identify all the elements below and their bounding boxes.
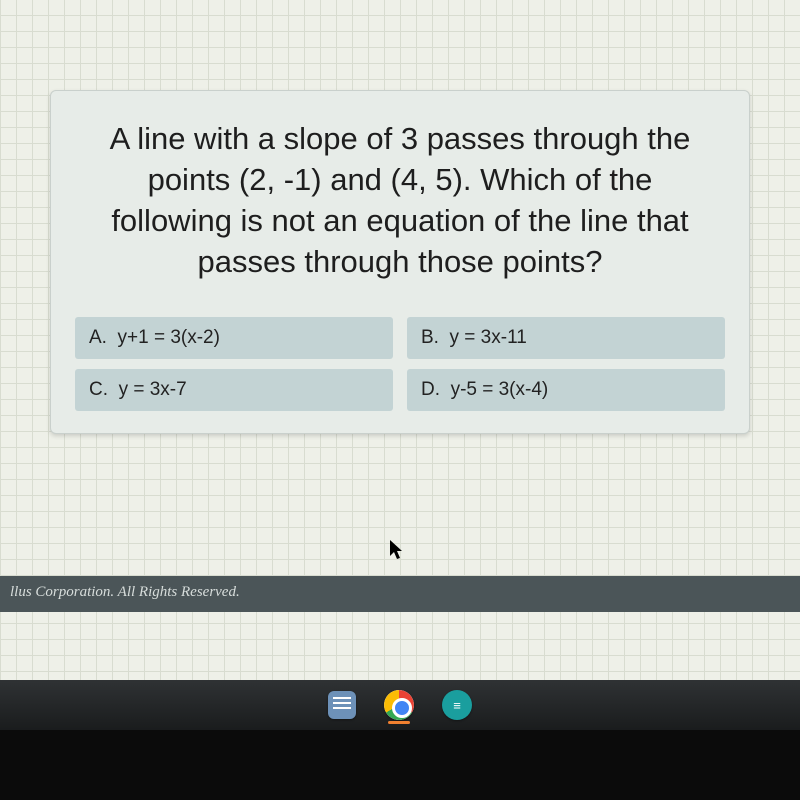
laptop-bezel [0,730,800,800]
chrome-app-wrap[interactable] [384,690,414,720]
question-card: A line with a slope of 3 passes through … [50,90,750,434]
question-text: A line with a slope of 3 passes through … [75,119,725,283]
notebook-background: A line with a slope of 3 passes through … [0,0,800,720]
answer-a-letter: A. [89,327,107,348]
answer-d-letter: D. [421,379,440,400]
answer-option-b[interactable]: B. y = 3x-11 [407,317,725,359]
docs-app-icon[interactable]: ≡ [442,690,472,720]
files-app-icon[interactable] [328,691,356,719]
answer-b-letter: B. [421,327,439,348]
chrome-active-indicator [388,721,410,724]
answer-b-text: y = 3x-11 [450,327,527,348]
answer-option-d[interactable]: D. y-5 = 3(x-4) [407,369,725,411]
cursor-icon [390,540,406,566]
answer-d-text: y-5 = 3(x-4) [451,379,549,400]
copyright-bar: llus Corporation. All Rights Reserved. [0,576,800,612]
answer-option-c[interactable]: C. y = 3x-7 [75,369,393,411]
answer-a-text: y+1 = 3(x-2) [118,327,220,348]
copyright-text: llus Corporation. All Rights Reserved. [10,584,240,600]
answer-option-a[interactable]: A. y+1 = 3(x-2) [75,317,393,359]
answers-grid: A. y+1 = 3(x-2) B. y = 3x-11 C. y = 3x-7… [75,317,725,411]
answer-c-letter: C. [89,379,108,400]
chrome-icon [384,690,414,720]
answer-c-text: y = 3x-7 [119,379,187,400]
taskbar: ≡ [0,680,800,730]
